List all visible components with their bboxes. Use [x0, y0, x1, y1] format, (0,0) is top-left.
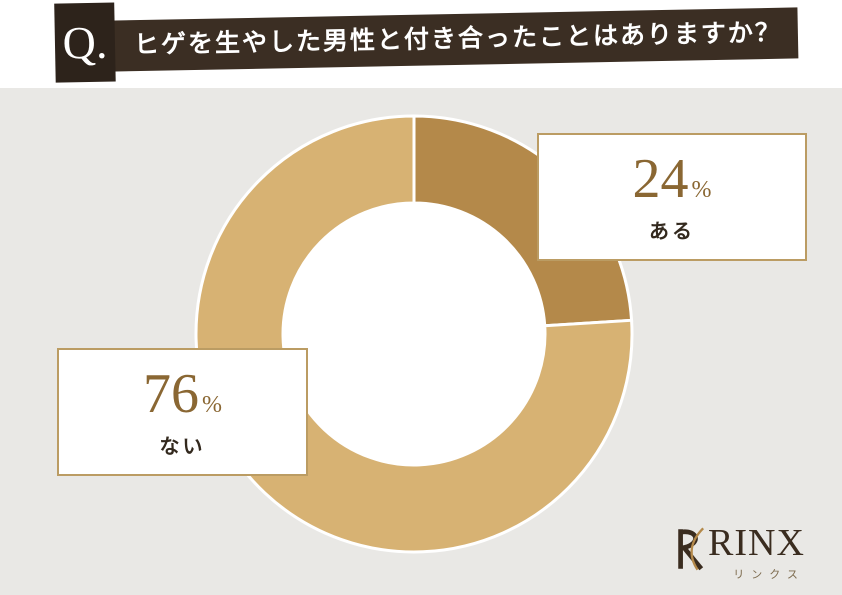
logo-text: RINX リンクス	[708, 524, 805, 582]
callout-aru: 24 % ある	[537, 133, 807, 261]
rinx-emblem-icon	[678, 527, 705, 571]
question-text: ヒゲを生やした男性と付き合ったことはありますか？	[133, 18, 783, 60]
callout-nai-value-line: 76 %	[143, 366, 222, 422]
callout-aru-label: ある	[649, 220, 695, 243]
callout-aru-value: 24	[632, 147, 689, 210]
question-header: ヒゲを生やした男性と付き合ったことはありますか？ Q.	[0, 0, 842, 112]
question-banner: ヒゲを生やした男性と付き合ったことはありますか？	[57, 7, 799, 73]
callout-aru-unit: %	[691, 176, 712, 203]
q-badge-label: Q.	[62, 16, 108, 69]
callout-nai: 76 % ない	[57, 348, 308, 476]
brand-subtext: リンクス	[733, 569, 805, 581]
q-badge: Q.	[54, 2, 116, 83]
brand-name: RINX	[708, 522, 805, 564]
callout-nai-value: 76	[143, 362, 199, 425]
callout-nai-unit: %	[202, 391, 222, 418]
donut-segment-0	[412, 114, 634, 328]
donut-hole	[283, 203, 545, 465]
rinx-logo: RINX リンクス	[674, 524, 824, 582]
callout-nai-label: ない	[159, 435, 206, 458]
callout-aru-value-line: 24 %	[633, 151, 712, 207]
